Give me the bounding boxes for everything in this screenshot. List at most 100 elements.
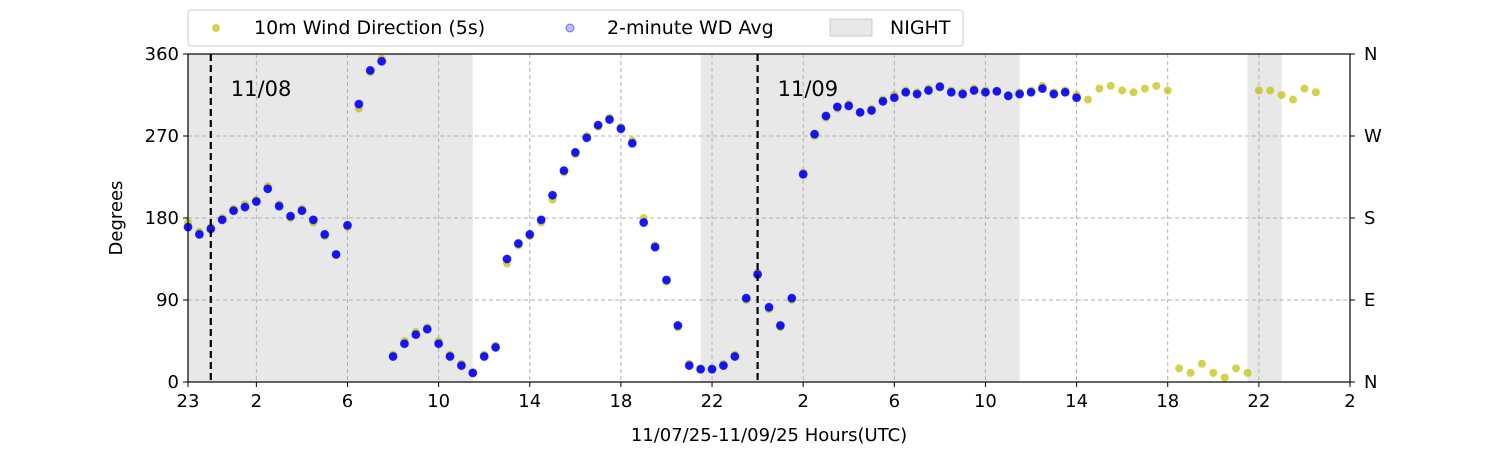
wind-2min-avg-point: [434, 339, 444, 349]
wind-2min-avg-point: [605, 115, 615, 125]
wind-5s-point: [1083, 95, 1092, 104]
wind-2min-avg-point: [536, 215, 546, 225]
y-tick-label: 90: [156, 290, 179, 311]
x-tick-label: 18: [1156, 391, 1179, 412]
wind-2min-avg-point: [764, 302, 774, 312]
wind-2min-avg-point: [696, 364, 706, 374]
wind-2min-avg-point: [969, 85, 979, 95]
wind-2min-avg-point: [616, 124, 626, 134]
wind-2min-avg-point: [707, 364, 717, 374]
wind-5s-point: [1129, 88, 1138, 97]
wind-2min-avg-point: [354, 99, 364, 109]
wind-2min-avg-point: [1003, 91, 1013, 101]
wind-2min-avg-point: [1072, 93, 1082, 103]
wind-2min-avg-point: [775, 321, 785, 331]
x-axis: 23 2 6 10 14 18 22 2 6 10 14 18 22 2: [177, 382, 1356, 412]
y2-tick-label: E: [1364, 290, 1375, 311]
day-marker-label: 11/08: [231, 77, 292, 101]
x-tick-label: 22: [701, 391, 724, 412]
wind-2min-avg-point: [639, 218, 649, 228]
wind-5s-point: [1118, 86, 1127, 95]
y-tick-label: 360: [145, 44, 179, 65]
x-tick-label: 2: [797, 391, 808, 412]
legend-label-wind-5s: 10m Wind Direction (5s): [254, 17, 485, 39]
grid-lines: [188, 54, 1350, 382]
wind-5s-point: [1186, 368, 1195, 377]
wind-2min-avg-point: [297, 206, 307, 216]
x-tick-label: 14: [1065, 391, 1088, 412]
wind-2min-avg-point: [741, 293, 751, 303]
wind-2min-avg-point: [559, 166, 569, 176]
wind-2min-avg-point: [502, 254, 512, 264]
wind-2min-avg-point: [878, 96, 888, 106]
wind-2min-avg-point: [263, 184, 273, 194]
y2-tick-label: S: [1364, 208, 1375, 229]
wind-2min-avg-point: [730, 351, 740, 361]
x-tick-label: 14: [518, 391, 541, 412]
y-tick-label: 270: [145, 126, 179, 147]
y2-tick-label: N: [1364, 44, 1377, 65]
wind-2min-avg-point: [718, 361, 728, 371]
wind-2min-avg-point: [867, 105, 877, 115]
y-axis: 0 90 180 270 360: [145, 44, 188, 393]
wind-2min-avg-point: [1026, 87, 1036, 97]
wind-5s-point: [1209, 368, 1218, 377]
wind-2min-avg-point: [274, 201, 284, 211]
wind-5s-point: [1175, 364, 1184, 373]
wind-5s-point: [1243, 368, 1252, 377]
wind-2min-avg-point: [365, 65, 375, 75]
x-tick-label: 2: [1344, 391, 1355, 412]
wind-5s-point: [1277, 91, 1286, 99]
wind-2min-avg-point: [912, 89, 922, 99]
wind-2min-avg-point: [286, 211, 296, 221]
x-tick-label: 2: [251, 391, 262, 412]
wind-5s-point: [1300, 84, 1309, 93]
wind-2min-avg-point: [650, 242, 660, 252]
wind-2min-avg-point: [582, 133, 592, 143]
wind-2min-avg-point: [787, 293, 797, 303]
wind-2min-avg-point: [935, 82, 945, 92]
wind-2min-avg-point: [331, 249, 341, 259]
wind-2min-avg-point: [399, 339, 409, 349]
wind-2min-avg-point: [810, 129, 820, 139]
legend-marker-night: [829, 18, 873, 37]
y-tick-label: 0: [168, 372, 179, 393]
wind-2min-avg-point: [821, 111, 831, 121]
wind-2min-avg-point: [855, 107, 865, 117]
wind-2min-avg-point: [980, 87, 990, 97]
wind-2min-avg-point: [992, 86, 1002, 96]
wind-2min-avg-point: [673, 321, 683, 331]
y-axis-label: Degrees: [106, 181, 127, 256]
wind-2min-avg-point: [251, 197, 261, 207]
wind-2min-avg-point: [946, 87, 956, 97]
day-markers: 11/08 11/09: [209, 54, 839, 382]
wind-5s-point: [1197, 359, 1206, 368]
wind-5s-point: [1232, 364, 1241, 373]
y-tick-label: 180: [145, 208, 179, 229]
wind-2min-avg-point: [798, 169, 808, 179]
wind-2min-avg-point: [217, 215, 227, 225]
wind-2min-avg-point: [479, 351, 489, 361]
wind-2min-avg-point: [422, 324, 432, 334]
wind-2min-avg-point: [377, 56, 387, 66]
wind-2min-avg-point: [661, 275, 671, 285]
wind-2min-avg-point: [194, 229, 204, 239]
x-tick-label: 18: [609, 391, 632, 412]
wind-2min-avg-point: [320, 229, 330, 239]
wind-5s-point: [1095, 84, 1104, 93]
wind-5s-point: [1163, 86, 1172, 95]
data-series: [183, 54, 1320, 382]
x-tick-label: 6: [342, 391, 353, 412]
wind-2min-avg-point: [844, 101, 854, 111]
wind-2min-avg-point: [342, 220, 352, 230]
x-axis-label: 11/07/25-11/09/25 Hours(UTC): [631, 425, 907, 446]
day-marker-label: 11/09: [778, 77, 839, 101]
wind-5s-point: [1106, 81, 1115, 90]
wind-2min-avg-point: [570, 147, 580, 157]
wind-2min-avg-point: [923, 85, 933, 95]
y2-tick-label: N: [1364, 372, 1377, 393]
wind-2min-avg-point: [889, 93, 899, 103]
x-tick-label: 23: [177, 391, 200, 412]
wind-2min-avg-point: [593, 120, 603, 130]
wind-2min-avg-point: [388, 351, 398, 361]
